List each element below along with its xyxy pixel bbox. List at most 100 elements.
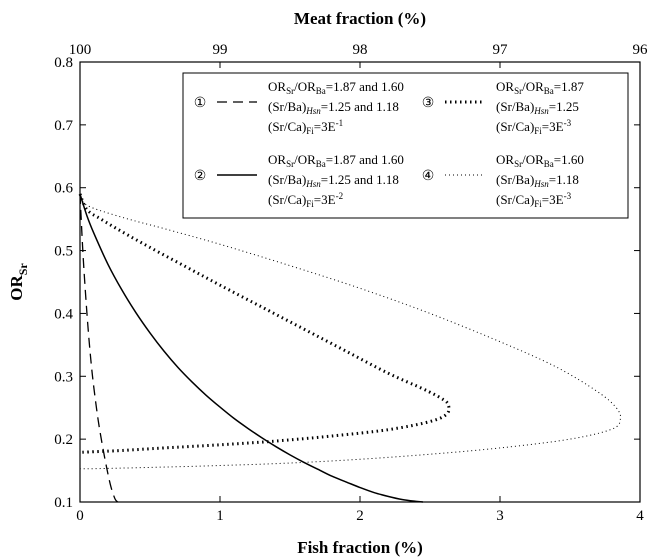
legend-text-part: /OR xyxy=(522,79,544,94)
legend-text-line: (Sr/Ba)Hsn=1.25 xyxy=(496,99,579,116)
y-tick-label: 0.2 xyxy=(54,432,73,448)
legend-box xyxy=(182,72,629,219)
y-tick-label: 0.5 xyxy=(54,244,73,260)
y-tick-label: 0.4 xyxy=(54,306,73,322)
legend-text-part: =1.25 xyxy=(549,99,579,114)
y-tick-label: 0.7 xyxy=(54,118,73,134)
x-tick-label: 1 xyxy=(216,508,224,524)
legend-text-part: OR xyxy=(496,152,514,167)
y-axis-title-subscript: Sr xyxy=(16,263,30,276)
legend-entry-3: ③ORSr/ORBa=1.87(Sr/Ba)Hsn=1.25(Sr/Ca)Fi=… xyxy=(422,79,585,136)
legend-subscript: Hsn xyxy=(533,179,549,189)
y-axis-title: ORSr xyxy=(7,263,30,301)
legend-text-line: ORSr/ORBa=1.87 and 1.60 xyxy=(268,79,404,96)
top-x-tick-label: 98 xyxy=(353,42,368,58)
series-line-2 xyxy=(79,193,424,503)
legend-subscript: Hsn xyxy=(305,179,321,189)
legend-text-part: =1.25 and 1.18 xyxy=(321,99,399,114)
legend-text-part: =1.18 xyxy=(549,172,579,187)
legend-text-part: (Sr/Ca) xyxy=(496,192,534,207)
legend-superscript: -1 xyxy=(336,118,344,128)
legend-entry-4: ④ORSr/ORBa=1.60(Sr/Ba)Hsn=1.18(Sr/Ca)Fi=… xyxy=(422,152,584,209)
legend-text-part: OR xyxy=(268,79,286,94)
series-line-3 xyxy=(78,193,451,454)
legend-number: ① xyxy=(194,96,207,111)
legend-subscript: Hsn xyxy=(305,106,321,116)
legend-subscript: Ba xyxy=(316,159,326,169)
y-axis-title-main: OR xyxy=(7,275,26,301)
legend-entry-1: ① ORSr/ORBa=1.87 and 1.60 (Sr/Ba)Hsn=1.25 … xyxy=(194,79,404,136)
legend-text-part: (Sr/Ca) xyxy=(268,192,306,207)
legend-text-part: (Sr/Ba) xyxy=(268,172,306,187)
legend-text-line: ORSr/ORBa=1.87 xyxy=(496,79,584,96)
top-x-tick-label: 96 xyxy=(633,42,649,58)
x-tick-label: 0 xyxy=(76,508,84,524)
legend-text-part: (Sr/Ca) xyxy=(496,119,534,134)
legend-subscript: Sr xyxy=(286,86,294,96)
legend-text-part: =1.25 and 1.18 xyxy=(321,172,399,187)
y-tick-label: 0.8 xyxy=(54,55,73,71)
x-tick-label: 3 xyxy=(496,508,504,524)
legend-superscript: -3 xyxy=(564,191,572,201)
y-tick-label: 0.6 xyxy=(54,181,73,197)
legend-subscript: Fi xyxy=(306,199,314,209)
series-line-1 xyxy=(79,193,119,503)
legend-number: ③ xyxy=(422,96,435,111)
legend-text-part: =1.87 and 1.60 xyxy=(326,152,404,167)
legend-text-part: OR xyxy=(496,79,514,94)
top-x-tick-label: 100 xyxy=(69,42,92,58)
legend-text-part: =3E xyxy=(542,192,564,207)
legend-subscript: Ba xyxy=(544,159,554,169)
legend-subscript: Fi xyxy=(534,126,542,136)
legend-text-part: =3E xyxy=(314,192,336,207)
legend-text-part: OR xyxy=(268,152,286,167)
legend-text-line: (Sr/Ca)Fi=3E-1 xyxy=(268,118,343,136)
legend-text-part: =1.87 and 1.60 xyxy=(326,79,404,94)
legend-text-part: =1.60 xyxy=(554,152,584,167)
legend-subscript: Fi xyxy=(534,199,542,209)
legend-text-line: (Sr/Ca)Fi=3E-3 xyxy=(496,118,572,136)
legend-text-line: (Sr/Ba)Hsn=1.18 xyxy=(496,172,579,189)
legend-number: ④ xyxy=(422,169,435,184)
legend-text-part: =1.87 xyxy=(554,79,585,94)
legend-text-part: =3E xyxy=(314,119,336,134)
legend-text-line: ORSr/ORBa=1.87 and 1.60 xyxy=(268,152,404,169)
legend-text-part: (Sr/Ba) xyxy=(496,172,534,187)
legend-subscript: Sr xyxy=(514,159,522,169)
legend-superscript: -3 xyxy=(564,118,572,128)
legend-text-line: (Sr/Ba)Hsn=1.25 and 1.18 xyxy=(268,172,399,189)
legend-text-part: (Sr/Ba) xyxy=(496,99,534,114)
legend-number: ② xyxy=(194,169,207,184)
top-axis-title: Meat fraction (%) xyxy=(294,9,426,28)
legend-text-line: (Sr/Ba)Hsn=1.25 and 1.18 xyxy=(268,99,399,116)
axis-ticks xyxy=(79,61,641,503)
x-axis-title: Fish fraction (%) xyxy=(297,538,423,557)
legend-subscript: Ba xyxy=(316,86,326,96)
legend-text-line: ORSr/ORBa=1.60 xyxy=(496,152,584,169)
legend-text-part: /OR xyxy=(294,152,316,167)
legend-subscript: Sr xyxy=(514,86,522,96)
legend-text-part: (Sr/Ca) xyxy=(268,119,306,134)
legend-text-line: (Sr/Ca)Fi=3E-3 xyxy=(496,191,572,209)
legend-subscript: Sr xyxy=(286,159,294,169)
legend-subscript: Hsn xyxy=(533,106,549,116)
legend-superscript: -2 xyxy=(336,191,344,201)
legend-text-part: /OR xyxy=(522,152,544,167)
y-tick-label: 0.1 xyxy=(54,495,73,511)
plot-lines xyxy=(78,193,622,503)
top-x-tick-label: 99 xyxy=(213,42,228,58)
top-x-tick-label: 97 xyxy=(493,42,509,58)
legend-text-part: (Sr/Ba) xyxy=(268,99,306,114)
legend-text-line: (Sr/Ca)Fi=3E-2 xyxy=(268,191,343,209)
tick-labels: 0 1 2 3 4 100 99 98 97 96 0.1 0.2 0.3 0.4 0.5 0.6 0.7 0.8 xyxy=(54,42,648,524)
legend-entry-2: ② ORSr/ORBa=1.87 and 1.60 (Sr/Ba)Hsn=1.25 … xyxy=(194,152,404,209)
x-tick-label: 2 xyxy=(356,508,364,524)
y-tick-label: 0.3 xyxy=(54,369,73,385)
legend-text-part: =3E xyxy=(542,119,564,134)
legend-text-part: /OR xyxy=(294,79,316,94)
legend-subscript: Ba xyxy=(544,86,554,96)
legend-subscript: Fi xyxy=(306,126,314,136)
x-tick-label: 4 xyxy=(636,508,644,524)
